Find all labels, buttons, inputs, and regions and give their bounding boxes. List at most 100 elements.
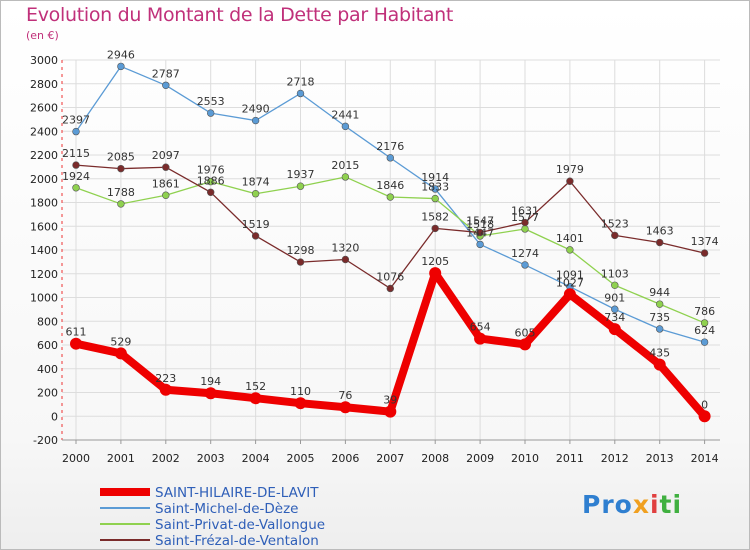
chart-title: Evolution du Montant de la Dette par Hab…	[26, 4, 454, 26]
data-point	[339, 401, 352, 414]
data-point	[72, 127, 80, 136]
x-tick-label: 2013	[646, 452, 674, 465]
x-tick-label: 2012	[601, 452, 629, 465]
data-point	[655, 300, 664, 308]
data-label: 1582	[421, 210, 449, 223]
data-point	[249, 392, 262, 405]
data-point	[566, 177, 574, 185]
data-label: 2015	[331, 159, 359, 172]
y-tick-label: 3000	[30, 54, 58, 67]
data-point	[700, 249, 709, 257]
y-tick-label: 400	[37, 363, 58, 376]
data-label: 223	[155, 372, 176, 385]
data-label: 2946	[107, 48, 135, 61]
data-point	[204, 387, 217, 400]
data-label: 2397	[62, 114, 90, 127]
data-label: 1914	[421, 171, 449, 184]
x-tick-label: 2011	[556, 452, 584, 465]
data-point	[611, 281, 619, 289]
data-point	[608, 323, 621, 336]
data-label: 1320	[331, 242, 359, 255]
y-tick-label: 200	[37, 387, 58, 400]
data-label: 2490	[242, 103, 270, 116]
data-label: 1874	[242, 176, 270, 189]
data-label: 1374	[691, 235, 719, 248]
legend-label: SAINT-HILAIRE-DE-LAVIT	[155, 485, 319, 501]
y-tick-label: 1600	[30, 220, 58, 233]
data-label: 1861	[152, 177, 180, 190]
data-label: 734	[604, 311, 625, 324]
x-tick-label: 2007	[376, 452, 404, 465]
proxiti-logo: Proxiti	[582, 490, 683, 519]
data-label: 1631	[511, 205, 539, 218]
x-tick-label: 2001	[107, 452, 135, 465]
data-point	[474, 332, 487, 345]
y-tick-label: 2400	[30, 125, 58, 138]
series-lines	[70, 62, 711, 423]
data-point	[429, 267, 442, 280]
data-point	[611, 231, 619, 240]
x-tick-label: 2006	[331, 452, 359, 465]
data-label: 1027	[556, 276, 584, 289]
data-label: 194	[200, 375, 221, 388]
data-label: 76	[338, 389, 352, 402]
data-point	[476, 240, 484, 249]
data-point	[521, 261, 529, 269]
data-label: 735	[649, 311, 670, 324]
y-tick-label: 1000	[30, 292, 58, 305]
data-point	[296, 182, 305, 190]
data-label: 1833	[421, 181, 449, 194]
data-point	[566, 246, 574, 254]
y-tick-label: 800	[37, 315, 58, 328]
data-point	[700, 338, 709, 346]
data-label: 1518	[466, 218, 494, 231]
data-label: 1924	[62, 170, 90, 183]
data-label: 2553	[197, 95, 225, 108]
data-point	[207, 109, 215, 117]
data-label: 1547	[466, 215, 494, 228]
data-point	[521, 218, 529, 227]
x-tick-label: 2014	[691, 452, 719, 465]
x-tick-label: 2010	[511, 452, 539, 465]
data-point	[251, 116, 260, 125]
data-label: 1091	[556, 269, 584, 282]
data-label: 1976	[197, 164, 225, 177]
data-label: 654	[470, 321, 491, 334]
x-tick-label: 2000	[62, 452, 90, 465]
data-label: 0	[701, 398, 708, 411]
data-label: 152	[245, 380, 266, 393]
legend-label: Saint-Frézal-de-Ventalon	[155, 533, 319, 549]
data-point	[159, 383, 172, 396]
data-label: 529	[110, 335, 131, 348]
data-label: 1463	[646, 225, 674, 238]
data-label: 1979	[556, 163, 584, 176]
legend: SAINT-HILAIRE-DE-LAVITSaint-Michel-de-Dè…	[100, 485, 325, 549]
data-label: 1274	[511, 247, 539, 260]
data-label: 2176	[376, 140, 404, 153]
data-point	[521, 225, 529, 233]
y-tick-label: 600	[37, 339, 58, 352]
data-point	[251, 232, 260, 240]
data-label: 1519	[242, 218, 270, 231]
data-point	[611, 305, 619, 313]
data-label: 110	[290, 385, 311, 398]
data-label: 39	[383, 394, 397, 407]
data-label: 1298	[287, 244, 315, 257]
data-point	[117, 164, 125, 173]
data-point	[114, 347, 127, 360]
data-point	[117, 62, 125, 71]
y-tick-label: 2600	[30, 102, 58, 115]
data-label: 1205	[421, 255, 449, 268]
data-point	[653, 358, 666, 371]
data-label: 2085	[107, 151, 135, 164]
data-label: 1886	[197, 174, 225, 187]
data-point	[655, 325, 664, 333]
y-tick-label: 1200	[30, 268, 58, 281]
data-labels: 2397 2946 2787 2553 2490 2718 2441 2176 1914 1447…	[62, 48, 719, 411]
data-point	[294, 397, 307, 410]
data-label: 611	[66, 326, 87, 339]
axes: -200 0 200 400 600 800 1000 1200 1400 1600 1800 200…	[30, 54, 720, 465]
data-label: 624	[694, 324, 715, 337]
data-label: 2787	[152, 67, 180, 80]
data-point	[251, 190, 260, 198]
